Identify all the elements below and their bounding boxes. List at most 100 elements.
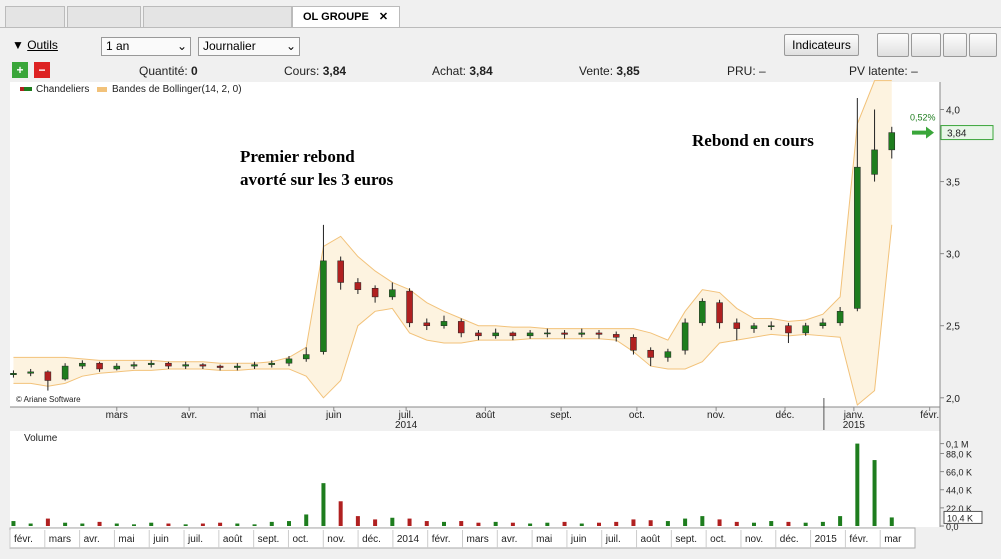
tab[interactable] (143, 6, 292, 27)
change: 0,52% (910, 113, 936, 123)
navigator-label: août (223, 534, 243, 545)
candle-body (285, 358, 293, 364)
navigator-label: 2015 (815, 534, 838, 545)
period-select[interactable]: 1 an ⌄ (101, 37, 191, 56)
arrow (912, 126, 934, 139)
candle-body (888, 132, 896, 151)
candle-body (578, 332, 586, 335)
navigator-label: avr. (84, 534, 100, 545)
tab[interactable] (67, 6, 141, 27)
indicators-button[interactable]: Indicateurs (784, 34, 859, 56)
add-button[interactable]: + (12, 62, 28, 78)
last-price-box (940, 125, 994, 141)
candle-body (630, 337, 637, 351)
bollinger-upper (13, 80, 892, 364)
volume-bar (200, 523, 205, 526)
candle-body (492, 332, 499, 337)
x-tick-label: août (476, 410, 496, 421)
y-tick-label: 66,0 K (946, 468, 972, 478)
candle-body (61, 365, 69, 380)
legend-swatch (24, 87, 32, 91)
volume-bar (424, 521, 429, 526)
volume-bar (321, 483, 326, 526)
navigator-label: oct. (710, 534, 726, 545)
candle-body (130, 364, 138, 367)
candle-body (27, 371, 34, 374)
navigator-label: août (641, 534, 661, 545)
candle-body (475, 332, 482, 337)
price-panel (10, 82, 940, 407)
candle-body (612, 334, 620, 338)
indicators: Indicateurs (792, 38, 851, 52)
icon-button[interactable] (969, 33, 997, 57)
candle-body (716, 302, 723, 324)
candle-body (802, 325, 809, 334)
close-icon[interactable]: ✕ (378, 11, 389, 23)
volume-bar (493, 521, 498, 526)
navigator-label: févr. (14, 534, 33, 545)
volume-bar (579, 523, 584, 526)
candle-body (561, 332, 568, 335)
remove-button[interactable]: − (34, 62, 50, 78)
value: – (759, 64, 766, 78)
candle-body (647, 349, 654, 358)
candle-body (595, 332, 603, 335)
label: PV latente: (849, 64, 908, 78)
tab[interactable] (5, 6, 65, 27)
navigator-label: juil. (187, 534, 203, 545)
navigator-label: mai (118, 534, 134, 545)
navigator-label: avr. (501, 534, 517, 545)
y-tick-label: 3,0 (946, 250, 960, 261)
volume-bar (545, 522, 550, 526)
volume-bar (717, 519, 722, 526)
icon-button[interactable] (943, 33, 967, 57)
value: 3,84 (469, 64, 493, 78)
volume-panel (10, 431, 940, 527)
volume-bar (304, 514, 309, 526)
candle-body (268, 362, 276, 365)
volume-bar (252, 524, 257, 526)
candle-body (819, 322, 827, 326)
volume-bar (838, 516, 843, 526)
volume-bar (855, 443, 860, 526)
volume-bar (166, 523, 171, 526)
candle-body (216, 365, 224, 368)
y-tick-label: 4,0 (946, 106, 960, 117)
icon-button[interactable] (911, 33, 941, 57)
volume-bar (476, 522, 481, 526)
volume-bar (269, 521, 274, 526)
legend-swatch (97, 87, 107, 92)
volume-bar (183, 524, 188, 526)
candle-body (234, 365, 241, 368)
last-volume: 10,4 K (947, 513, 973, 523)
candle-body (733, 322, 741, 329)
bollinger-band (13, 80, 892, 406)
candle-body (440, 321, 448, 326)
volume-bar (631, 519, 636, 526)
volume-bar (803, 522, 808, 526)
candle-body (44, 371, 52, 381)
volume-bar (528, 523, 533, 526)
volume-bar (510, 522, 515, 526)
annotation: Rebond en cours (692, 131, 814, 150)
icon-button[interactable] (877, 33, 909, 57)
volume-bar (442, 521, 446, 526)
tab-active[interactable]: OL GROUPE ✕ (292, 6, 400, 27)
candle-body (10, 373, 17, 375)
volume-bar (218, 522, 223, 526)
candle-body (854, 166, 861, 309)
bid: Achat: 3,84 (432, 64, 493, 78)
candle-body (165, 362, 172, 367)
interval-select[interactable]: Journalier ⌄ (198, 37, 300, 56)
value: 0 (191, 64, 198, 78)
tools-menu[interactable]: ▼ Outils (12, 38, 58, 52)
volume-bar (872, 460, 877, 526)
value: – (911, 64, 918, 78)
candle-body (664, 351, 672, 358)
volume-bar (355, 516, 360, 526)
volume-bar (752, 522, 756, 526)
candle-body (544, 332, 551, 335)
candle-body (79, 362, 86, 367)
candle-body (785, 325, 792, 334)
